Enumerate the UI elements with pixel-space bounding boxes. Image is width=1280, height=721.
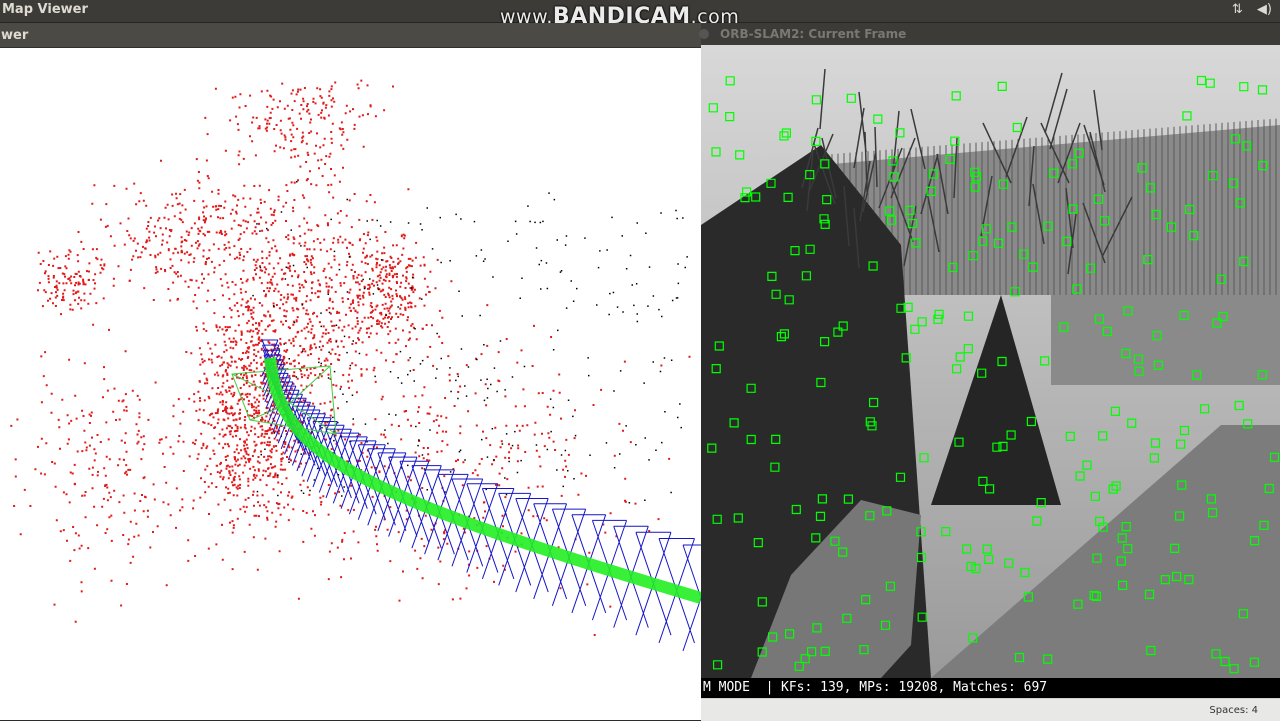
map-viewer-title: wer — [1, 28, 29, 43]
map-points — [10, 79, 691, 637]
system-top-bar: Map Viewer ⇅ ◀) — [0, 0, 1280, 23]
camera-frame-view — [701, 45, 1280, 678]
paved-path — [931, 425, 1280, 678]
tree-middle — [931, 295, 1061, 505]
current-camera-icon — [231, 365, 337, 435]
editor-status-bar: Spaces: 4 — [701, 698, 1280, 721]
indicator-area: ⇅ ◀) — [1222, 2, 1272, 17]
current-frame-header: ORB-SLAM2: Current Frame — [699, 23, 1280, 45]
tracking-mode-label: M MODE | — [703, 680, 774, 695]
covisibility-graph — [264, 357, 701, 604]
map-viewer-header: wer — [0, 23, 701, 48]
keyframe-trajectory — [261, 339, 701, 652]
window-title: Map Viewer — [2, 2, 88, 17]
tracking-status-bar: M MODE | KFs: 139, MPs: 19208, Matches: … — [701, 678, 1280, 698]
building — [821, 125, 1280, 385]
tracking-stats: KFs: 139, MPs: 19208, Matches: 697 — [781, 680, 1048, 695]
current-frame-title: ORB-SLAM2: Current Frame — [720, 27, 907, 41]
volume-icon[interactable]: ◀) — [1256, 2, 1272, 17]
indent-setting[interactable]: Spaces: 4 — [1209, 705, 1258, 716]
orb-feature-markers — [707, 75, 1280, 674]
network-icon[interactable]: ⇅ — [1231, 2, 1243, 17]
map-point-cloud — [10, 79, 701, 652]
current-frame-image — [701, 45, 1280, 678]
close-window-icon[interactable] — [699, 29, 709, 39]
map-viewer-canvas[interactable] — [0, 48, 701, 720]
